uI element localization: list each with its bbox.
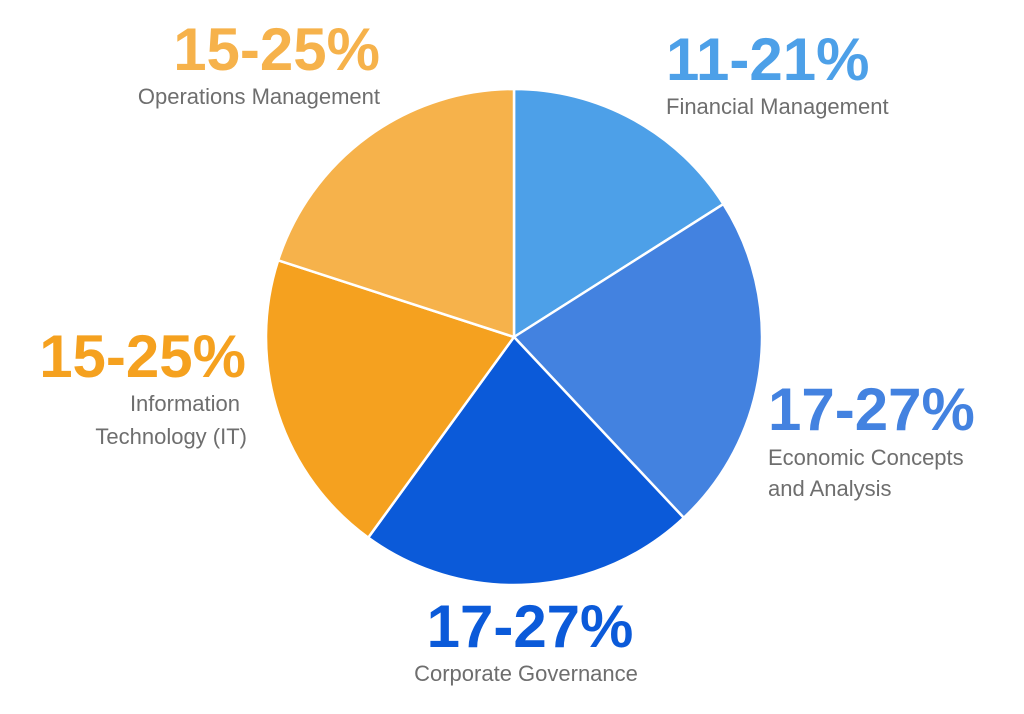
category-label-line-2: Technology (IT) (95, 424, 247, 449)
category-label: Operations Management (138, 84, 380, 109)
slice-label-operations-management: 15-25% Operations Management (138, 16, 380, 109)
range-label: 15-25% (39, 323, 246, 390)
range-label: 17-27% (768, 376, 975, 443)
range-label: 17-27% (427, 593, 634, 660)
category-label-line-1: Information (130, 391, 240, 416)
slice-label-corporate-governance: 17-27% Corporate Governance (414, 593, 638, 686)
pie-slice-4 (264, 259, 516, 539)
category-label: Corporate Governance (414, 661, 638, 686)
category-label: Financial Management (666, 94, 889, 119)
range-label: 15-25% (173, 16, 380, 83)
range-label: 11-21% (666, 26, 870, 93)
slice-label-economic-concepts: 17-27% Economic Concepts and Analysis (768, 376, 975, 501)
category-label-line-2: and Analysis (768, 476, 892, 501)
pie-slice-1 (512, 87, 725, 339)
pie-slices (264, 87, 764, 587)
pie-slice-5 (276, 87, 516, 339)
category-label-line-1: Economic Concepts (768, 445, 964, 470)
pie-slice-3 (366, 335, 686, 587)
slice-label-information-technology: 15-25% Information Technology (IT) (39, 323, 247, 449)
slice-label-financial-management: 11-21% Financial Management (666, 26, 889, 119)
pie-slice-2 (512, 202, 764, 520)
